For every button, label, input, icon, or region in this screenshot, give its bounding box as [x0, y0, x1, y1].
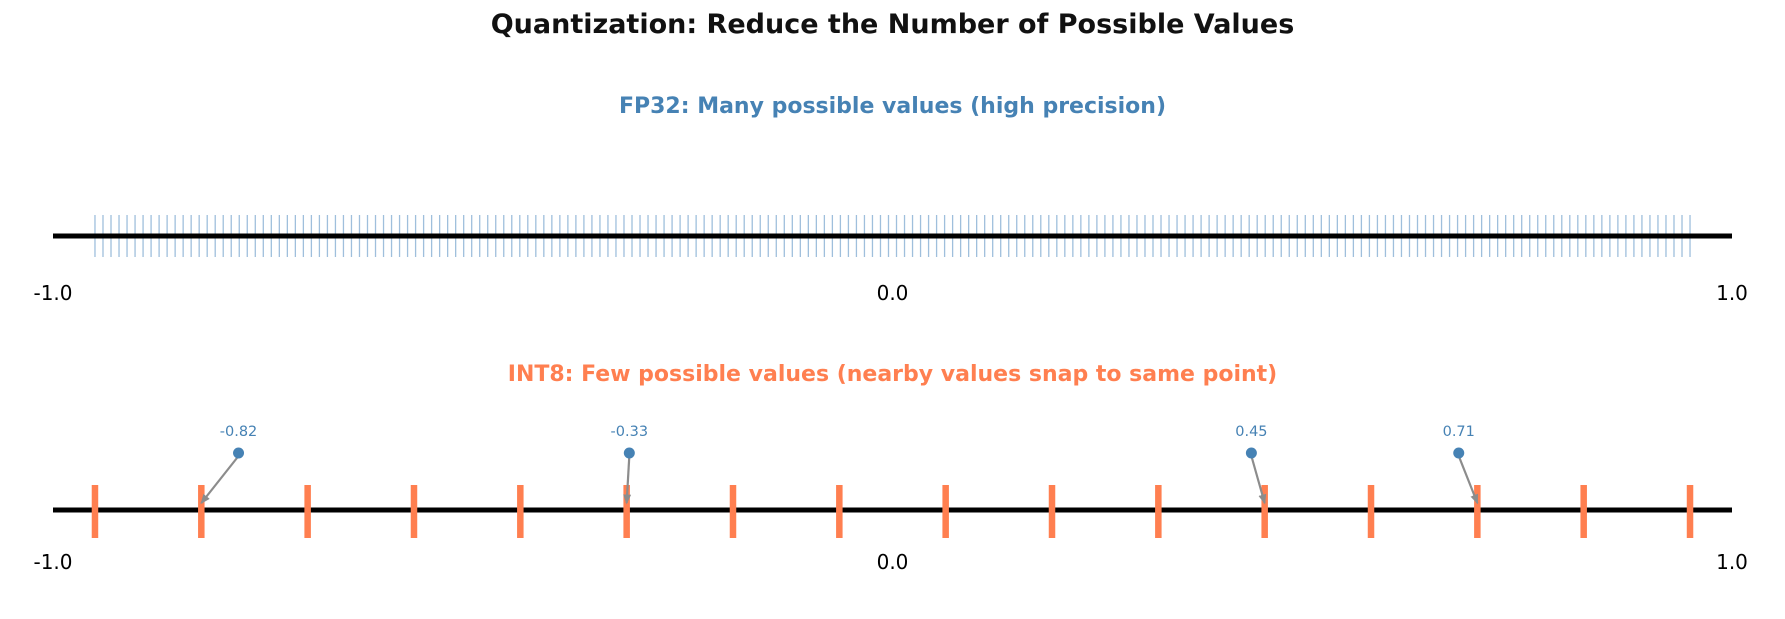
fp32-axis-labels: -1.0 0.0 1.0 — [33, 281, 1747, 305]
figure-title: Quantization: Reduce the Number of Possi… — [491, 9, 1295, 40]
fp32-axis-label-max: 1.0 — [1716, 281, 1748, 305]
sample-dot — [233, 447, 245, 459]
snap-arrow — [1250, 455, 1267, 505]
fp32-subtitle: FP32: Many possible values (high precisi… — [619, 94, 1166, 119]
fp32-number-line — [53, 215, 1732, 257]
int8-axis-label-max: 1.0 — [1716, 550, 1748, 574]
sample-value-label: -0.82 — [220, 424, 258, 440]
sample-value-label: 0.45 — [1235, 424, 1267, 440]
sample-dot — [623, 447, 635, 459]
int8-annotations: -0.82 -0.33 0.45 0.71 — [200, 424, 1479, 505]
int8-axis-labels: -1.0 0.0 1.0 — [33, 550, 1747, 574]
int8-axis-label-min: -1.0 — [33, 550, 72, 574]
int8-axis-label-zero: 0.0 — [877, 550, 909, 574]
snap-arrow — [1457, 455, 1479, 505]
snap-arrow — [200, 455, 240, 505]
int8-number-line — [53, 485, 1732, 538]
fp32-axis-label-min: -1.0 — [33, 281, 72, 305]
sample-value-label: -0.33 — [611, 424, 649, 440]
int8-subtitle: INT8: Few possible values (nearby values… — [508, 362, 1277, 387]
snap-arrow — [623, 455, 632, 505]
sample-dot — [1453, 447, 1465, 459]
sample-dot — [1245, 447, 1257, 459]
sample-value-label: 0.71 — [1443, 424, 1475, 440]
fp32-axis-label-zero: 0.0 — [877, 281, 909, 305]
